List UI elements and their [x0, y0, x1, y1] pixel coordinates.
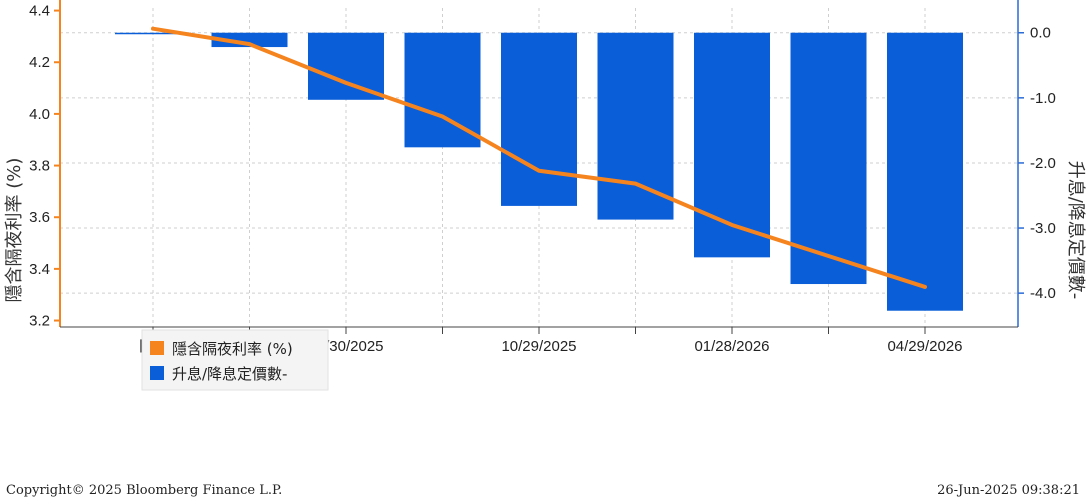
legend-swatch-line — [150, 341, 164, 355]
axes — [54, 0, 1024, 334]
right-axis-title: 升息/降息定價數- — [1065, 161, 1086, 300]
left-tick-label: 4.2 — [29, 54, 50, 71]
bar-2 — [308, 32, 384, 100]
bar-series — [115, 32, 963, 311]
x-tick-label: 04/29/2026 — [887, 338, 962, 355]
bar-8 — [887, 32, 963, 311]
tick-labels: 3.2 3.4 3.6 3.8 4.0 4.2 4.4 0.0 -1.0 -2.0 -3.0 -4.0… — [29, 3, 1056, 355]
left-tick-label: 4.4 — [29, 3, 50, 20]
bar-0 — [115, 32, 191, 35]
x-tick-label: 10/29/2025 — [501, 338, 576, 355]
right-tick-label: -2.0 — [1030, 155, 1056, 172]
bar-4 — [501, 32, 577, 206]
x-tick-label: 01/28/2026 — [694, 338, 769, 355]
timestamp-text: 26-Jun-2025 09:38:21 — [937, 483, 1080, 498]
legend-box — [141, 329, 329, 391]
legend-swatch-bar — [150, 366, 164, 380]
legend-label-line: 隱含隔夜利率 (%) — [172, 340, 293, 358]
left-tick-label: 3.8 — [29, 158, 50, 175]
bar-5 — [597, 32, 674, 220]
bar-6 — [694, 32, 770, 258]
left-tick-label: 3.6 — [29, 209, 50, 226]
line-series — [151, 26, 927, 289]
bar-7 — [790, 32, 867, 285]
legend-label-bar: 升息/降息定價數- — [172, 365, 287, 383]
left-axis-title: 隱含隔夜利率 (%) — [4, 158, 25, 303]
right-tick-label: 0.0 — [1030, 25, 1051, 42]
copyright-text: Copyright© 2025 Bloomberg Finance L.P. — [6, 483, 283, 498]
bar-1 — [211, 32, 288, 48]
bar-3 — [404, 32, 481, 148]
left-tick-label: 3.4 — [29, 261, 50, 278]
right-tick-label: -1.0 — [1030, 90, 1056, 107]
left-tick-label: 4.0 — [29, 106, 50, 123]
left-tick-label: 3.2 — [29, 313, 50, 330]
right-tick-label: -3.0 — [1030, 220, 1056, 237]
right-tick-label: -4.0 — [1030, 285, 1056, 302]
legend: 隱含隔夜利率 (%) 升息/降息定價數- — [141, 329, 329, 391]
